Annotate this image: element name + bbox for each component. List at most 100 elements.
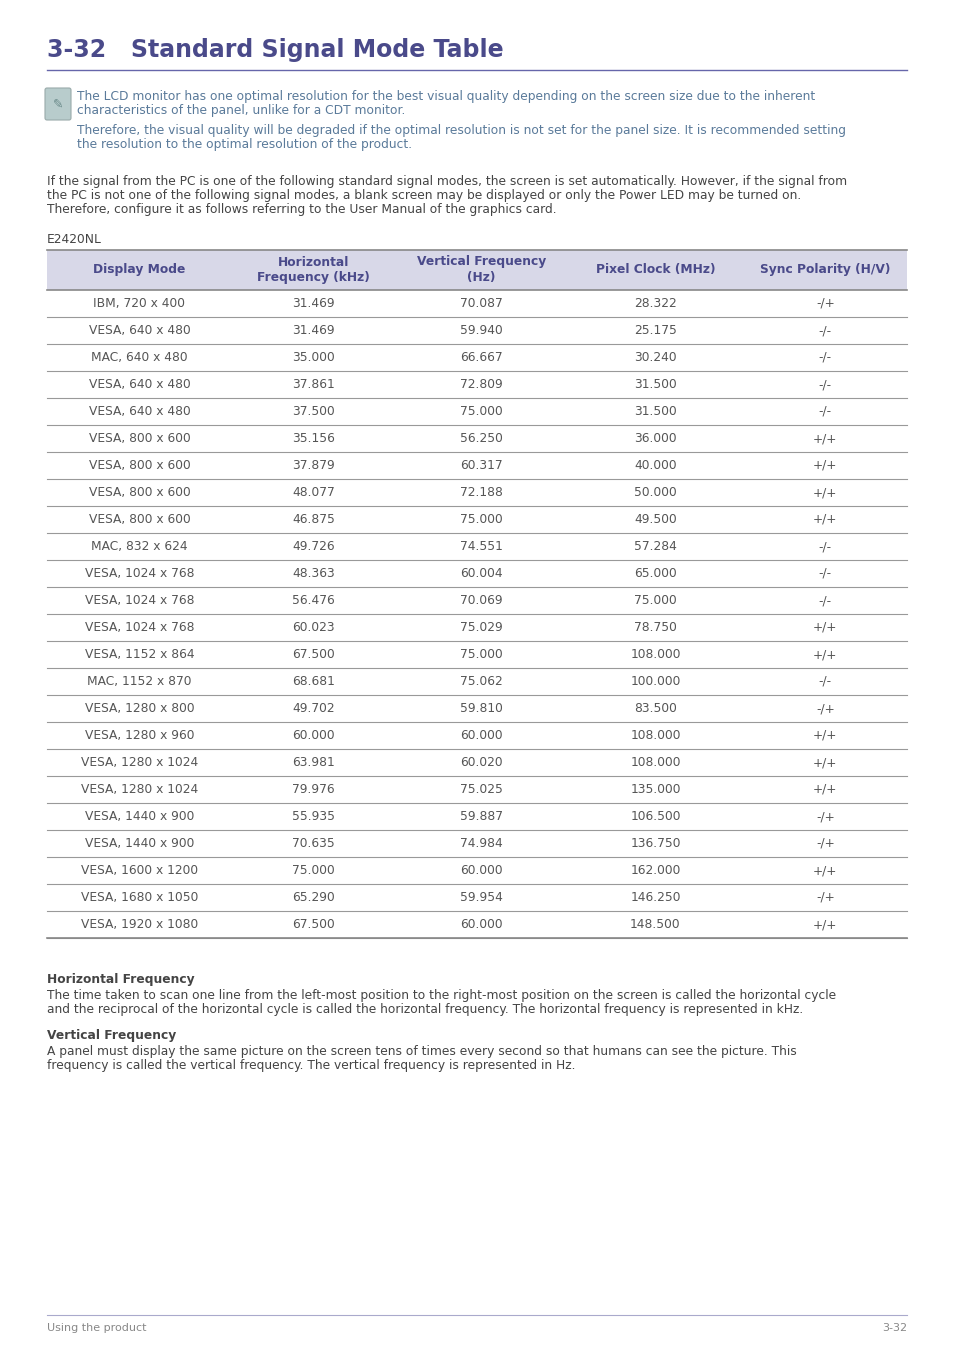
- Text: 28.322: 28.322: [634, 297, 676, 310]
- Text: 74.984: 74.984: [459, 837, 502, 850]
- Text: 75.029: 75.029: [459, 621, 502, 634]
- Text: 75.000: 75.000: [292, 864, 335, 878]
- Text: 37.861: 37.861: [292, 378, 335, 392]
- Text: characteristics of the panel, unlike for a CDT monitor.: characteristics of the panel, unlike for…: [77, 104, 405, 117]
- Text: VESA, 1440 x 900: VESA, 1440 x 900: [85, 837, 193, 850]
- Text: 31.469: 31.469: [292, 297, 335, 310]
- Text: 74.551: 74.551: [459, 540, 502, 553]
- Text: 50.000: 50.000: [634, 486, 676, 500]
- Text: 49.702: 49.702: [292, 702, 335, 716]
- Text: 48.077: 48.077: [292, 486, 335, 500]
- Text: 30.240: 30.240: [634, 351, 676, 364]
- Text: 49.726: 49.726: [292, 540, 335, 553]
- Text: 78.750: 78.750: [634, 621, 677, 634]
- Text: 60.000: 60.000: [459, 729, 502, 742]
- Bar: [47, 250, 906, 290]
- Text: 75.000: 75.000: [459, 648, 502, 662]
- Bar: [47, 803, 906, 830]
- Text: 75.000: 75.000: [459, 513, 502, 526]
- Text: 37.500: 37.500: [292, 405, 335, 418]
- Text: 67.500: 67.500: [292, 648, 335, 662]
- Text: 148.500: 148.500: [630, 918, 680, 932]
- Bar: [47, 290, 906, 317]
- Text: VESA, 1440 x 900: VESA, 1440 x 900: [85, 810, 193, 824]
- Text: 37.879: 37.879: [292, 459, 335, 472]
- Text: VESA, 640 x 480: VESA, 640 x 480: [89, 324, 191, 338]
- Text: the resolution to the optimal resolution of the product.: the resolution to the optimal resolution…: [77, 138, 412, 151]
- Text: Sync Polarity (H/V): Sync Polarity (H/V): [760, 263, 889, 277]
- Text: ✎: ✎: [52, 97, 63, 111]
- Text: 59.954: 59.954: [459, 891, 502, 904]
- Text: 3-32   Standard Signal Mode Table: 3-32 Standard Signal Mode Table: [47, 38, 503, 62]
- Text: 35.156: 35.156: [292, 432, 335, 446]
- Text: +/+: +/+: [812, 486, 837, 500]
- Text: 66.667: 66.667: [459, 351, 502, 364]
- Bar: [47, 830, 906, 857]
- Text: 31.469: 31.469: [292, 324, 335, 338]
- Text: If the signal from the PC is one of the following standard signal modes, the scr: If the signal from the PC is one of the …: [47, 176, 846, 188]
- Text: 49.500: 49.500: [634, 513, 676, 526]
- Bar: [47, 587, 906, 614]
- Text: -/+: -/+: [815, 702, 834, 716]
- Text: -/-: -/-: [818, 378, 831, 392]
- Text: The LCD monitor has one optimal resolution for the best visual quality depending: The LCD monitor has one optimal resoluti…: [77, 90, 815, 103]
- Text: 108.000: 108.000: [630, 648, 680, 662]
- Bar: [47, 749, 906, 776]
- Bar: [47, 344, 906, 371]
- Text: 75.025: 75.025: [459, 783, 502, 796]
- Bar: [47, 533, 906, 560]
- Text: 25.175: 25.175: [634, 324, 677, 338]
- Text: and the reciprocal of the horizontal cycle is called the horizontal frequency. T: and the reciprocal of the horizontal cyc…: [47, 1003, 802, 1017]
- Text: -/+: -/+: [815, 297, 834, 310]
- Text: -/-: -/-: [818, 567, 831, 580]
- Bar: [47, 506, 906, 533]
- Text: -/+: -/+: [815, 810, 834, 824]
- FancyBboxPatch shape: [45, 88, 71, 120]
- Text: 59.887: 59.887: [459, 810, 502, 824]
- Text: 60.000: 60.000: [459, 864, 502, 878]
- Text: 55.935: 55.935: [292, 810, 335, 824]
- Text: Horizontal
Frequency (kHz): Horizontal Frequency (kHz): [257, 255, 370, 285]
- Text: the PC is not one of the following signal modes, a blank screen may be displayed: the PC is not one of the following signa…: [47, 189, 801, 202]
- Text: 60.020: 60.020: [459, 756, 502, 770]
- Text: The time taken to scan one line from the left-most position to the right-most po: The time taken to scan one line from the…: [47, 990, 835, 1002]
- Text: VESA, 1680 x 1050: VESA, 1680 x 1050: [81, 891, 198, 904]
- Text: 59.940: 59.940: [459, 324, 502, 338]
- Text: A panel must display the same picture on the screen tens of times every second s: A panel must display the same picture on…: [47, 1045, 796, 1058]
- Text: +/+: +/+: [812, 918, 837, 932]
- Text: 60.000: 60.000: [459, 918, 502, 932]
- Text: MAC, 640 x 480: MAC, 640 x 480: [91, 351, 188, 364]
- Text: +/+: +/+: [812, 756, 837, 770]
- Text: 46.875: 46.875: [292, 513, 335, 526]
- Text: E2420NL: E2420NL: [47, 234, 102, 246]
- Text: -/+: -/+: [815, 837, 834, 850]
- Bar: [47, 776, 906, 803]
- Text: 59.810: 59.810: [459, 702, 502, 716]
- Text: 136.750: 136.750: [630, 837, 680, 850]
- Text: 60.023: 60.023: [292, 621, 335, 634]
- Text: 75.062: 75.062: [459, 675, 502, 688]
- Text: MAC, 832 x 624: MAC, 832 x 624: [91, 540, 188, 553]
- Text: 3-32: 3-32: [881, 1323, 906, 1332]
- Bar: [47, 722, 906, 749]
- Text: VESA, 800 x 600: VESA, 800 x 600: [89, 459, 191, 472]
- Text: VESA, 640 x 480: VESA, 640 x 480: [89, 405, 191, 418]
- Text: 67.500: 67.500: [292, 918, 335, 932]
- Text: VESA, 800 x 600: VESA, 800 x 600: [89, 432, 191, 446]
- Text: Vertical Frequency: Vertical Frequency: [47, 1029, 176, 1042]
- Text: Horizontal Frequency: Horizontal Frequency: [47, 973, 194, 985]
- Text: VESA, 800 x 600: VESA, 800 x 600: [89, 486, 191, 500]
- Text: VESA, 1024 x 768: VESA, 1024 x 768: [85, 594, 194, 608]
- Text: 70.087: 70.087: [459, 297, 502, 310]
- Text: -/-: -/-: [818, 351, 831, 364]
- Bar: [47, 371, 906, 398]
- Text: 146.250: 146.250: [630, 891, 680, 904]
- Text: 100.000: 100.000: [630, 675, 679, 688]
- Text: 79.976: 79.976: [292, 783, 335, 796]
- Text: VESA, 1280 x 1024: VESA, 1280 x 1024: [81, 783, 198, 796]
- Bar: [47, 695, 906, 722]
- Text: Display Mode: Display Mode: [93, 263, 186, 277]
- Text: -/-: -/-: [818, 540, 831, 553]
- Text: 70.069: 70.069: [459, 594, 502, 608]
- Text: 63.981: 63.981: [292, 756, 335, 770]
